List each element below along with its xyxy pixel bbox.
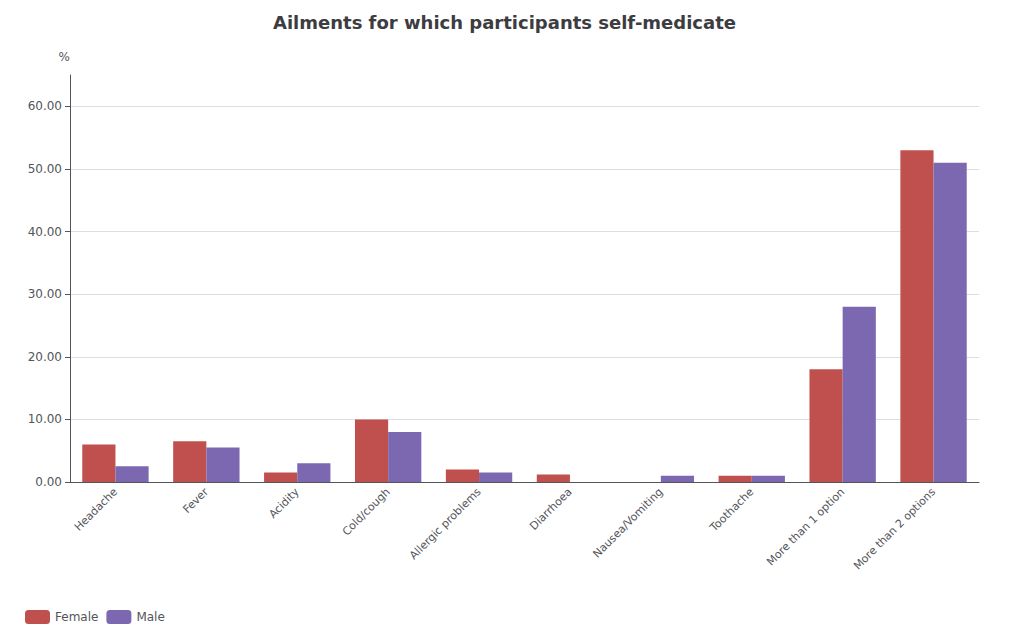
svg-text:30.00: 30.00: [28, 287, 62, 301]
svg-text:Diarrhoea: Diarrhoea: [527, 485, 574, 532]
svg-text:Acidity: Acidity: [266, 485, 302, 521]
svg-text:60.00: 60.00: [28, 99, 62, 113]
svg-text:%: %: [59, 50, 70, 64]
svg-text:40.00: 40.00: [28, 225, 62, 239]
svg-text:More than 1 option: More than 1 option: [764, 485, 847, 568]
svg-text:50.00: 50.00: [28, 162, 62, 176]
svg-text:Nausea/Vomiting: Nausea/Vomiting: [590, 485, 665, 560]
svg-text:Female: Female: [55, 610, 98, 624]
svg-text:Headache: Headache: [72, 485, 120, 533]
svg-text:10.00: 10.00: [28, 412, 62, 426]
svg-text:More than 2 options: More than 2 options: [851, 485, 938, 572]
svg-text:Cold/cough: Cold/cough: [340, 485, 393, 538]
svg-text:0.00: 0.00: [35, 475, 62, 489]
svg-text:Fever: Fever: [180, 485, 211, 516]
svg-text:Toothache: Toothache: [707, 485, 757, 535]
svg-text:Ailments for which participant: Ailments for which participants self-med…: [273, 12, 736, 33]
svg-text:20.00: 20.00: [28, 350, 62, 364]
svg-text:Male: Male: [136, 610, 164, 624]
svg-text:Allergic problems: Allergic problems: [407, 485, 484, 562]
